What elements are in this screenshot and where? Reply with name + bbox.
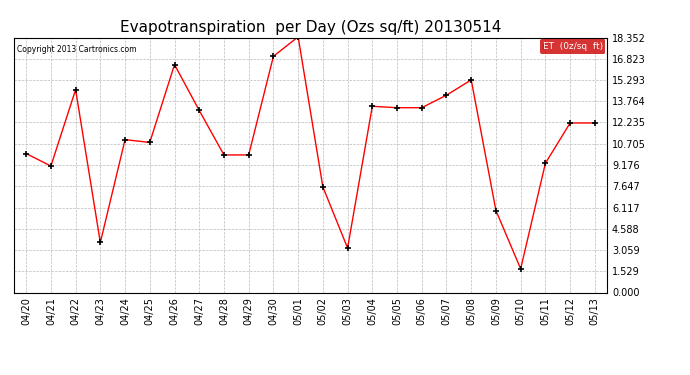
Legend: ET  (0z/sq  ft): ET (0z/sq ft) bbox=[540, 39, 605, 54]
Text: Copyright 2013 Cartronics.com: Copyright 2013 Cartronics.com bbox=[17, 45, 136, 54]
Title: Evapotranspiration  per Day (Ozs sq/ft) 20130514: Evapotranspiration per Day (Ozs sq/ft) 2… bbox=[120, 20, 501, 35]
